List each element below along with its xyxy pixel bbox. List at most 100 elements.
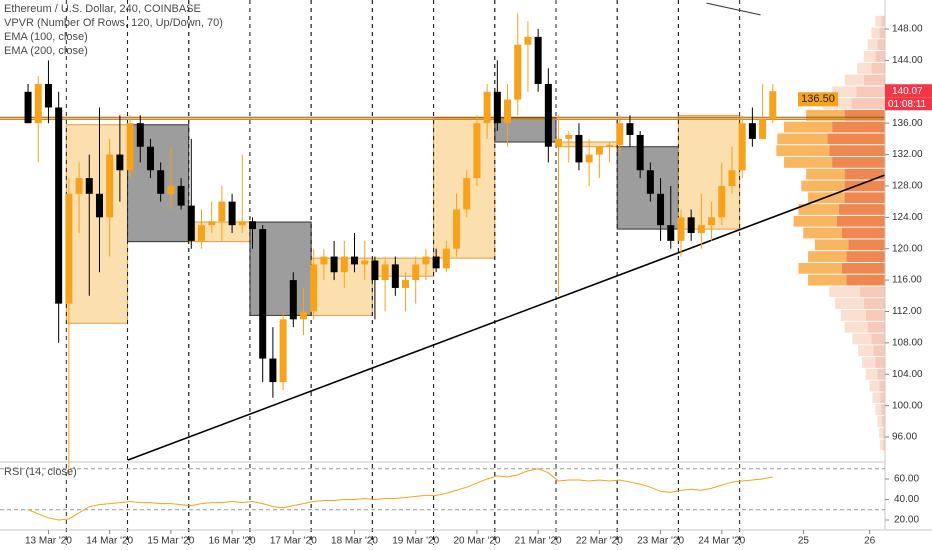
y-tick-label: 144.00 (892, 55, 923, 66)
y-tick-label: 100.00 (892, 400, 923, 411)
volume-down (846, 251, 885, 262)
candle-body (585, 154, 593, 163)
candle-body (391, 264, 399, 288)
candle-body (300, 311, 308, 320)
volume-up (806, 168, 845, 180)
hline-tag (798, 92, 838, 107)
candle-body (422, 256, 430, 265)
x-tick-label: 22 Mar '20 (576, 536, 623, 547)
volume-up (806, 109, 845, 121)
volume-down (871, 62, 885, 74)
y-tick-label: 132.00 (892, 149, 923, 160)
hline-label: 136.50 (801, 93, 835, 105)
candle-body (310, 264, 318, 312)
volume-up (872, 392, 881, 404)
rsi-tick-label: 20.00 (894, 515, 919, 526)
candle-body (636, 134, 644, 171)
indicator-label: VPVR (Number Of Rows, 120, Up/Down, 70) (4, 17, 223, 29)
volume-up (798, 262, 842, 274)
volume-up (835, 298, 864, 310)
volume-down (832, 157, 885, 168)
volume-up (840, 310, 866, 321)
volume-down (881, 15, 885, 27)
candle-body (708, 217, 716, 226)
candle-body (473, 123, 481, 179)
candle-body (534, 36, 542, 84)
candle-body (106, 154, 114, 218)
candle-body (381, 264, 389, 281)
y-tick-label: 116.00 (892, 275, 922, 286)
y-tick-label: 120.00 (892, 243, 923, 254)
candle-body (677, 217, 685, 241)
volume-down (863, 74, 885, 86)
volume-down (829, 145, 885, 157)
y-tick-label: 112.00 (892, 306, 922, 317)
x-tick-label: 23 Mar '20 (637, 536, 684, 547)
volume-up (880, 439, 884, 451)
range-box (65, 124, 129, 324)
candle-body (524, 36, 532, 45)
volume-down (827, 133, 885, 145)
volume-up (814, 239, 849, 251)
x-tick-label: 25 (798, 536, 810, 547)
chart-title: Ethereum / U.S. Dollar, 240, COINBASE (4, 3, 201, 15)
candle-body (44, 83, 52, 108)
candle-body (514, 44, 522, 100)
volume-up (808, 251, 847, 262)
x-tick-label: 20 Mar '20 (453, 536, 500, 547)
candle-body (351, 256, 359, 265)
x-tick-label: 16 Mar '20 (209, 536, 256, 547)
last-price-label: 140.07 (892, 86, 923, 97)
y-tick-label: 96.00 (892, 432, 917, 443)
volume-down (836, 215, 885, 227)
volume-up (867, 39, 878, 51)
volume-down (844, 109, 885, 121)
candle-body (116, 154, 124, 171)
candle-body (157, 170, 165, 194)
volume-down (848, 239, 885, 251)
candle-body (340, 256, 348, 273)
volume-down (863, 298, 885, 310)
indicator-label: EMA (200, close) (4, 45, 88, 57)
volume-down (841, 227, 885, 239)
x-tick-label: 13 Mar '20 (25, 536, 72, 547)
candle-body (626, 123, 634, 135)
volume-up (801, 180, 845, 192)
candle-body (167, 185, 175, 194)
volume-down (865, 310, 885, 321)
candle-body (463, 178, 471, 210)
x-tick-label: 15 Mar '20 (147, 536, 194, 547)
y-tick-label: 128.00 (892, 181, 923, 192)
volume-up (879, 427, 884, 439)
y-tick-label: 136.00 (892, 118, 923, 129)
candle-body (238, 221, 246, 226)
y-tick-label: 104.00 (892, 369, 923, 380)
candle-body (544, 83, 552, 147)
y-tick-label: 124.00 (892, 212, 923, 223)
candle-body (555, 138, 563, 147)
volume-up (858, 345, 874, 357)
candle-body (75, 178, 83, 194)
x-tick-label: 17 Mar '20 (270, 536, 317, 547)
volume-down (879, 27, 885, 39)
volume-down (875, 51, 885, 62)
trendline (127, 174, 886, 461)
volume-down (882, 415, 885, 427)
candle-body (248, 221, 256, 230)
volume-up (852, 333, 872, 345)
x-tick-label: 21 Mar '20 (515, 536, 562, 547)
candle-body (361, 260, 369, 265)
volume-down (846, 274, 885, 286)
volume-down (856, 86, 885, 98)
volume-up (857, 62, 872, 74)
volume-down (877, 368, 885, 380)
candle-body (187, 205, 195, 241)
candle-body (697, 225, 705, 234)
x-tick-label: 18 Mar '20 (331, 536, 378, 547)
candle-body (728, 170, 736, 186)
candle-body (759, 119, 767, 139)
volume-down (844, 168, 885, 180)
volume-down (881, 404, 885, 415)
